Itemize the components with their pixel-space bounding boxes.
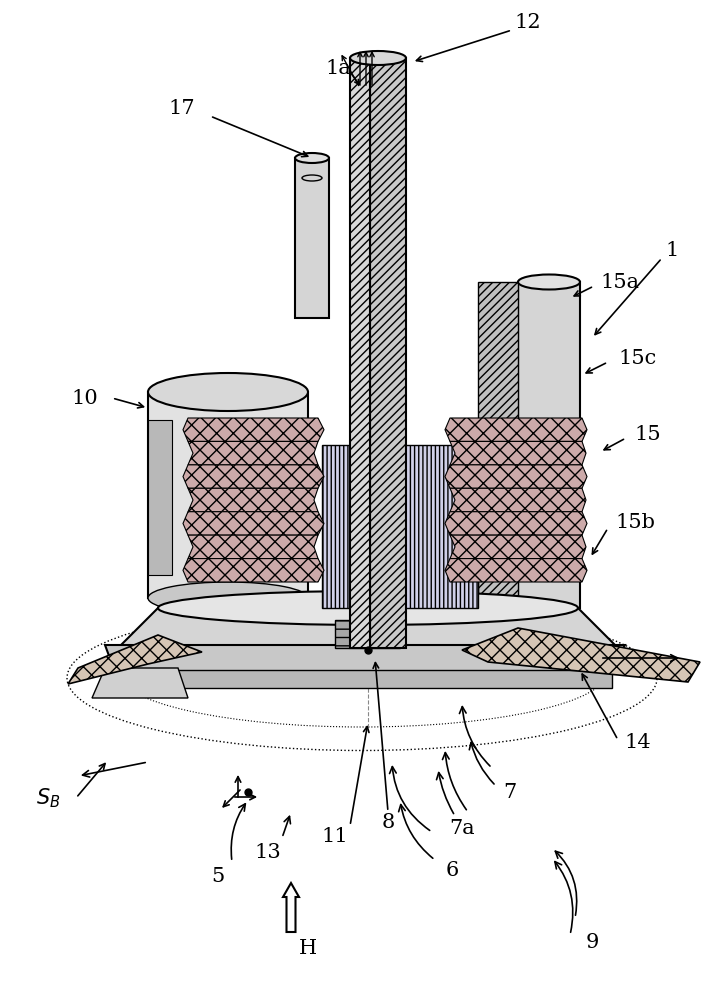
Text: 9: 9 (585, 932, 598, 952)
Text: H: H (299, 938, 317, 958)
Text: 13: 13 (255, 842, 282, 861)
Text: 15a: 15a (601, 272, 639, 292)
Polygon shape (445, 512, 587, 535)
Polygon shape (188, 488, 318, 512)
Ellipse shape (148, 582, 308, 614)
Polygon shape (188, 441, 318, 465)
Text: 8: 8 (381, 812, 395, 832)
Ellipse shape (148, 373, 308, 411)
Polygon shape (295, 158, 329, 318)
Text: 11: 11 (322, 826, 349, 846)
Polygon shape (478, 282, 518, 608)
Polygon shape (370, 58, 406, 648)
Ellipse shape (518, 274, 580, 290)
FancyArrow shape (283, 883, 299, 932)
Polygon shape (183, 559, 324, 582)
Polygon shape (183, 465, 324, 488)
Polygon shape (445, 418, 587, 441)
Text: 12: 12 (515, 12, 542, 31)
Polygon shape (105, 645, 625, 672)
Text: 1: 1 (665, 240, 678, 259)
Polygon shape (183, 512, 324, 535)
Text: 1a: 1a (325, 58, 351, 78)
Polygon shape (68, 635, 202, 684)
Polygon shape (445, 559, 587, 582)
Text: 15: 15 (635, 426, 661, 444)
Polygon shape (188, 535, 318, 559)
Polygon shape (148, 420, 172, 575)
Text: 15c: 15c (619, 349, 657, 367)
Polygon shape (322, 445, 478, 608)
Polygon shape (445, 465, 587, 488)
Polygon shape (450, 488, 586, 512)
Text: 17: 17 (169, 99, 195, 117)
Text: 5: 5 (211, 866, 225, 886)
Text: 7: 7 (503, 782, 517, 802)
Polygon shape (350, 58, 370, 648)
Polygon shape (183, 418, 324, 441)
Text: $S_B$: $S_B$ (36, 786, 60, 810)
Ellipse shape (158, 591, 578, 625)
Polygon shape (462, 628, 700, 682)
Polygon shape (148, 392, 308, 598)
Polygon shape (450, 535, 586, 559)
Polygon shape (118, 608, 618, 648)
Ellipse shape (350, 51, 406, 65)
Polygon shape (518, 282, 580, 608)
Polygon shape (335, 620, 400, 648)
Polygon shape (92, 668, 188, 698)
Text: 14: 14 (625, 732, 652, 752)
Ellipse shape (295, 153, 329, 163)
Text: 6: 6 (446, 860, 459, 880)
Text: 10: 10 (71, 388, 98, 408)
Text: 7a: 7a (449, 818, 475, 838)
Polygon shape (450, 441, 586, 465)
Text: 15b: 15b (615, 512, 655, 532)
Polygon shape (110, 670, 612, 688)
